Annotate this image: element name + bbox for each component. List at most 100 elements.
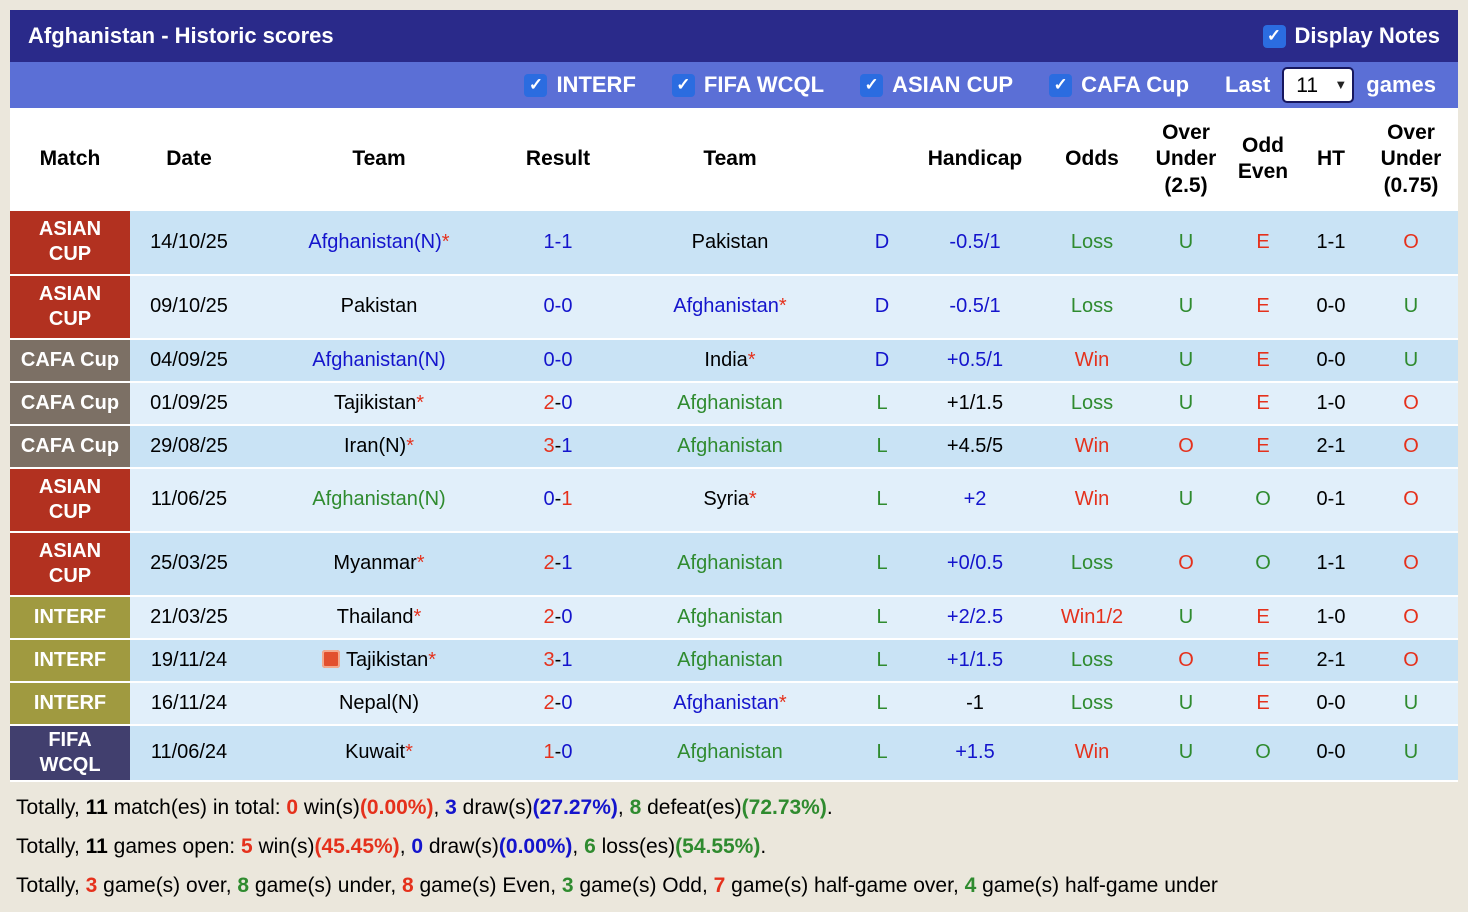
summary-line: Totally, 11 games open: 5 win(s)(45.45%)… (16, 834, 767, 858)
over-under-075-cell: O (1364, 381, 1458, 426)
home-team-cell: Nepal(N) (248, 681, 510, 726)
handicap-result-cell: L (854, 595, 910, 640)
date-cell: 11/06/25 (130, 467, 248, 533)
table-header-row: Match Date Team Result Team Handicap Odd… (10, 108, 1458, 211)
team-name: Afghanistan(N) (312, 488, 446, 511)
match-row: INTERF 16/11/24 Nepal(N) 2-0 Afghanistan… (10, 681, 1458, 726)
competition-cell: INTERF (10, 638, 130, 683)
handicap-result-cell: D (854, 338, 910, 383)
home-team-cell: Iran(N)* (248, 424, 510, 469)
competition-filter-label: FIFA WCQL (703, 72, 825, 97)
match-row: ASIAN CUP 25/03/25 Myanmar* 2-1 Afghanis… (10, 531, 1458, 597)
home-team-cell: Afghanistan(N) (248, 467, 510, 533)
handicap-cell: +1.5 (910, 724, 1040, 782)
star-marker: * (748, 488, 757, 511)
checkbox-checked-icon[interactable]: ✓ (524, 73, 548, 97)
date-cell: 11/06/24 (130, 724, 248, 782)
handicap-result-cell: L (854, 724, 910, 782)
checkbox-checked-icon[interactable]: ✓ (1049, 73, 1073, 97)
team-name: Afghanistan (677, 391, 783, 414)
odds-cell: Loss (1040, 274, 1144, 340)
ht-cell: 2-1 (1298, 424, 1364, 469)
games-label: games (1366, 72, 1436, 97)
over-under-25-cell: U (1144, 467, 1228, 533)
checkbox-checked-icon[interactable]: ✓ (671, 73, 695, 97)
team-name: India (704, 348, 748, 371)
page-title: Afghanistan - Historic scores (28, 23, 334, 48)
odd-even-cell: E (1228, 274, 1298, 340)
match-row: CAFA Cup 01/09/25 Tajikistan* 2-0 Afghan… (10, 381, 1458, 426)
odd-even-cell: E (1228, 595, 1298, 640)
games-count-select[interactable]: 11 (1282, 67, 1355, 103)
competition-filter-fifa-wcql[interactable]: ✓ FIFA WCQL (671, 72, 825, 98)
odds-cell: Win (1040, 724, 1144, 782)
competition-filter-cafa-cup[interactable]: ✓ CAFA Cup (1049, 72, 1189, 98)
team-name: Afghanistan(N) (308, 230, 442, 253)
col-header-over-under-25: Over Under (2.5) (1144, 108, 1228, 211)
col-header-handicap-result (854, 108, 910, 211)
col-header-result: Result (510, 108, 606, 211)
checkbox-checked-icon[interactable]: ✓ (860, 73, 884, 97)
odd-even-cell: E (1228, 424, 1298, 469)
ht-cell: 1-0 (1298, 595, 1364, 640)
team-name: Afghanistan (677, 434, 783, 457)
over-under-075-cell: O (1364, 531, 1458, 597)
team-name: Afghanistan (677, 552, 783, 575)
over-under-25-cell: U (1144, 338, 1228, 383)
match-row: CAFA Cup 04/09/25 Afghanistan(N) 0-0 Ind… (10, 338, 1458, 383)
away-team-cell: Afghanistan (606, 595, 854, 640)
games-count-select-wrap: 11 ▼ (1282, 67, 1355, 103)
home-team-cell: Pakistan (248, 274, 510, 340)
col-header-odds: Odds (1040, 108, 1144, 211)
ht-cell: 1-1 (1298, 531, 1364, 597)
result-cell: 0-1 (510, 467, 606, 533)
display-notes-toggle[interactable]: ✓ Display Notes (1262, 23, 1441, 49)
home-team-cell: Afghanistan(N)* (248, 210, 510, 276)
over-under-075-cell: O (1364, 595, 1458, 640)
over-under-075-cell: U (1364, 724, 1458, 782)
ht-cell: 0-1 (1298, 467, 1364, 533)
odd-even-cell: O (1228, 467, 1298, 533)
team-name: Tajikistan (333, 391, 417, 414)
star-marker: * (405, 741, 413, 764)
odd-even-cell: E (1228, 638, 1298, 683)
match-row: ASIAN CUP 11/06/25 Afghanistan(N) 0-1 Sy… (10, 467, 1458, 533)
team-name: Kuwait (345, 741, 406, 764)
match-row: INTERF 21/03/25 Thailand* 2-0 Afghanista… (10, 595, 1458, 640)
handicap-result-cell: L (854, 467, 910, 533)
star-marker: * (778, 295, 787, 318)
display-notes-label: Display Notes (1294, 23, 1441, 48)
star-marker: * (441, 230, 450, 253)
team-name: Pakistan (691, 230, 769, 253)
handicap-cell: +0/0.5 (910, 531, 1040, 597)
team-name: Afghanistan (677, 605, 783, 628)
odds-cell: Loss (1040, 681, 1144, 726)
col-header-handicap: Handicap (910, 108, 1040, 211)
over-under-25-cell: O (1144, 638, 1228, 683)
match-row: CAFA Cup 29/08/25 Iran(N)* 3-1 Afghanist… (10, 424, 1458, 469)
competition-filter-interf[interactable]: ✓ INTERF (524, 72, 636, 98)
handicap-result-cell: L (854, 531, 910, 597)
date-cell: 29/08/25 (130, 424, 248, 469)
competition-cell: CAFA Cup (10, 381, 130, 426)
star-marker: * (778, 691, 787, 714)
date-cell: 14/10/25 (130, 210, 248, 276)
display-notes-checkbox-icon[interactable]: ✓ (1262, 24, 1286, 48)
home-team-cell: Thailand* (248, 595, 510, 640)
handicap-cell: -0.5/1 (910, 210, 1040, 276)
away-team-cell: Afghanistan (606, 724, 854, 782)
handicap-cell: +0.5/1 (910, 338, 1040, 383)
competition-filter-asian-cup[interactable]: ✓ ASIAN CUP (860, 72, 1013, 98)
competition-cell: ASIAN CUP (10, 274, 130, 340)
competition-filter-label: ASIAN CUP (892, 72, 1014, 97)
odds-cell: Win (1040, 424, 1144, 469)
away-team-cell: India* (606, 338, 854, 383)
col-header-away-team: Team (606, 108, 854, 211)
home-team-cell: Tajikistan* (248, 638, 510, 683)
odds-cell: Loss (1040, 381, 1144, 426)
over-under-25-cell: U (1144, 381, 1228, 426)
away-team-cell: Afghanistan (606, 638, 854, 683)
away-team-cell: Syria* (606, 467, 854, 533)
over-under-25-cell: U (1144, 681, 1228, 726)
col-header-date: Date (130, 108, 248, 211)
